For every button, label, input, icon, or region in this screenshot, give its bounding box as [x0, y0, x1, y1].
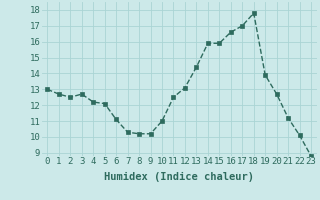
- X-axis label: Humidex (Indice chaleur): Humidex (Indice chaleur): [104, 172, 254, 182]
